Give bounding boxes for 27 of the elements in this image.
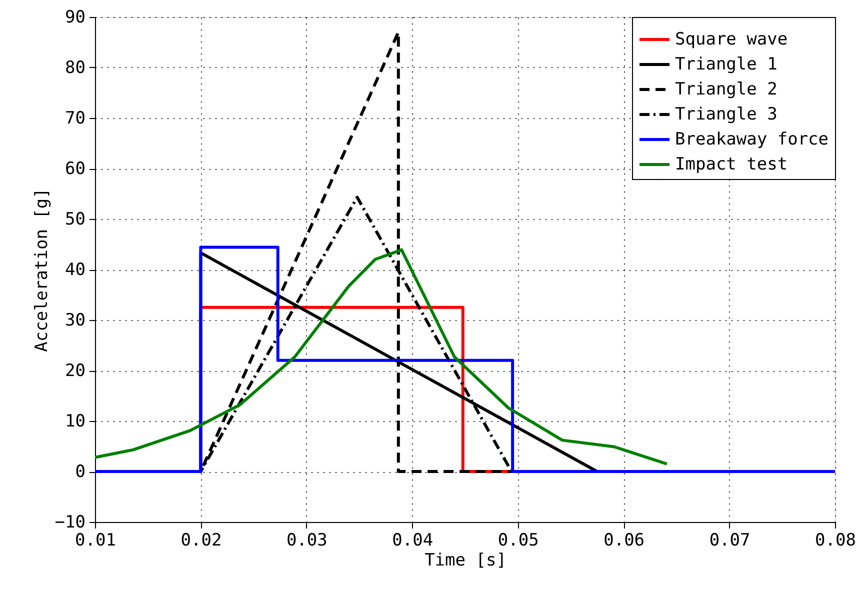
x-tick-label: 0.01 (75, 530, 116, 550)
legend-label: Impact test (675, 154, 788, 174)
x-tick-label: 0.02 (180, 530, 222, 550)
x-tick-label: 0.04 (392, 530, 434, 550)
y-tick-label: 90 (65, 8, 86, 28)
x-tick-label: 0.07 (709, 530, 750, 550)
y-tick-label: 10 (65, 412, 86, 432)
y-tick-label: 60 (65, 159, 86, 179)
x-axis-title: Time [s] (424, 550, 506, 570)
x-tick-label: 0.03 (286, 530, 328, 550)
x-tick-label: 0.08 (815, 530, 856, 550)
legend-label: Breakaway force (675, 130, 829, 150)
legend-label: Square wave (675, 30, 788, 50)
x-tick-label: 0.06 (604, 530, 645, 550)
legend-label: Triangle 2 (675, 80, 778, 100)
legend-label: Triangle 1 (675, 54, 778, 74)
y-axis-title: Acceleration [g] (32, 188, 52, 352)
y-tick-label: 70 (65, 108, 86, 128)
y-tick-label: 20 (65, 361, 86, 381)
y-tick-label: 40 (65, 260, 86, 280)
y-tick-label: 0 (75, 462, 86, 482)
y-tick-label: −10 (54, 512, 86, 532)
x-tick-label: 0.05 (498, 530, 539, 550)
y-tick-label: 50 (65, 210, 86, 230)
y-tick-label: 30 (65, 310, 86, 330)
legend-label: Triangle 3 (675, 104, 778, 124)
y-tick-label: 80 (65, 58, 86, 78)
